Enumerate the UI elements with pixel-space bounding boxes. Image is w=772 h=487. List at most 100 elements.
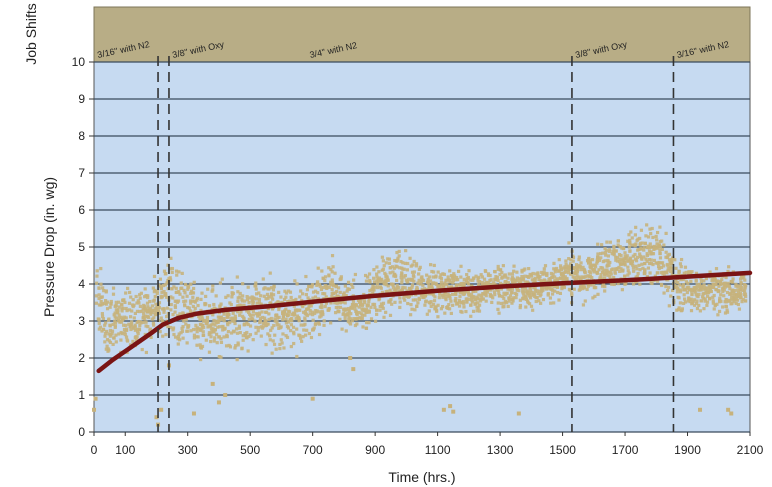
scatter-point <box>531 271 535 276</box>
scatter-point <box>277 290 281 294</box>
scatter-point <box>459 283 463 287</box>
scatter-point <box>235 358 239 362</box>
scatter-point <box>100 295 104 299</box>
scatter-point <box>515 276 520 280</box>
scatter-point <box>727 265 731 269</box>
scatter-point <box>649 258 653 262</box>
scatter-outlier <box>698 407 703 412</box>
scatter-point <box>411 298 415 302</box>
scatter-point <box>152 290 156 294</box>
scatter-point <box>427 309 431 313</box>
scatter-point <box>232 319 236 323</box>
scatter-point <box>217 335 222 339</box>
scatter-point <box>240 346 244 350</box>
scatter-point <box>386 278 390 282</box>
scatter-point <box>111 342 115 347</box>
scatter-point <box>408 256 412 260</box>
scatter-point <box>690 292 694 296</box>
scatter-point <box>622 258 626 263</box>
scatter-point <box>665 271 669 275</box>
scatter-point <box>455 276 459 280</box>
scatter-point <box>129 327 133 332</box>
scatter-point <box>695 299 699 303</box>
scatter-point <box>153 294 157 299</box>
scatter-point <box>623 254 627 258</box>
scatter-point <box>209 323 213 327</box>
scatter-point <box>514 278 518 282</box>
scatter-point <box>679 257 684 262</box>
scatter-point <box>382 264 386 268</box>
scatter-point <box>702 279 706 283</box>
scatter-point <box>616 243 620 247</box>
scatter-point <box>108 305 112 309</box>
scatter-point <box>189 282 193 286</box>
scatter-outlier <box>516 411 521 416</box>
scatter-point <box>231 291 235 296</box>
scatter-point <box>433 295 437 299</box>
scatter-point <box>626 265 630 269</box>
scatter-point <box>699 279 704 283</box>
scatter-point <box>732 289 736 293</box>
scatter-point <box>309 335 314 340</box>
scatter-point <box>427 275 432 279</box>
scatter-point <box>365 310 369 314</box>
scatter-point <box>541 297 546 302</box>
scatter-point <box>531 308 535 312</box>
scatter-point <box>251 309 255 313</box>
scatter-point <box>524 290 528 294</box>
scatter-point <box>218 281 223 285</box>
scatter-point <box>295 309 299 313</box>
scatter-point <box>182 299 186 304</box>
scatter-point <box>119 320 124 324</box>
band-title: Job Shifts <box>23 3 39 64</box>
scatter-point <box>559 267 564 272</box>
scatter-point <box>697 292 701 296</box>
scatter-point <box>339 276 343 281</box>
scatter-outlier <box>726 407 731 412</box>
scatter-point <box>736 291 741 295</box>
scatter-point <box>178 292 182 296</box>
scatter-point <box>271 297 275 301</box>
scatter-point <box>228 321 232 325</box>
scatter-point <box>162 310 166 314</box>
scatter-point <box>612 244 616 248</box>
scatter-point <box>157 311 161 315</box>
scatter-outlier <box>191 411 196 416</box>
scatter-point <box>183 291 187 295</box>
scatter-point <box>438 292 442 296</box>
scatter-point <box>261 277 265 281</box>
scatter-point <box>235 275 239 279</box>
y-tick-label: 4 <box>78 277 85 291</box>
scatter-point <box>268 338 272 342</box>
scatter-point <box>577 257 581 262</box>
scatter-point <box>346 280 351 284</box>
scatter-point <box>623 251 627 255</box>
scatter-point <box>656 279 660 283</box>
scatter-point <box>595 270 599 274</box>
scatter-point <box>150 310 154 315</box>
scatter-point <box>396 256 400 260</box>
scatter-point <box>466 289 470 293</box>
y-tick-label: 0 <box>78 425 85 439</box>
scatter-point <box>105 338 110 342</box>
scatter-point <box>319 314 323 318</box>
scatter-point <box>695 301 699 306</box>
scatter-point <box>183 282 188 287</box>
scatter-point <box>582 286 586 290</box>
scatter-point <box>608 274 612 278</box>
scatter-point <box>351 285 355 289</box>
scatter-point <box>196 303 200 308</box>
scatter-point <box>189 329 193 333</box>
scatter-point <box>683 265 688 269</box>
scatter-point <box>567 241 571 245</box>
scatter-point <box>489 288 493 292</box>
scatter-point <box>653 274 657 278</box>
scatter-point <box>483 283 487 287</box>
scatter-point <box>457 269 461 273</box>
scatter-point <box>521 291 525 295</box>
scatter-point <box>367 309 371 313</box>
scatter-point <box>705 303 709 307</box>
scatter-point <box>595 259 600 264</box>
scatter-point <box>144 320 148 324</box>
scatter-point <box>607 263 611 267</box>
